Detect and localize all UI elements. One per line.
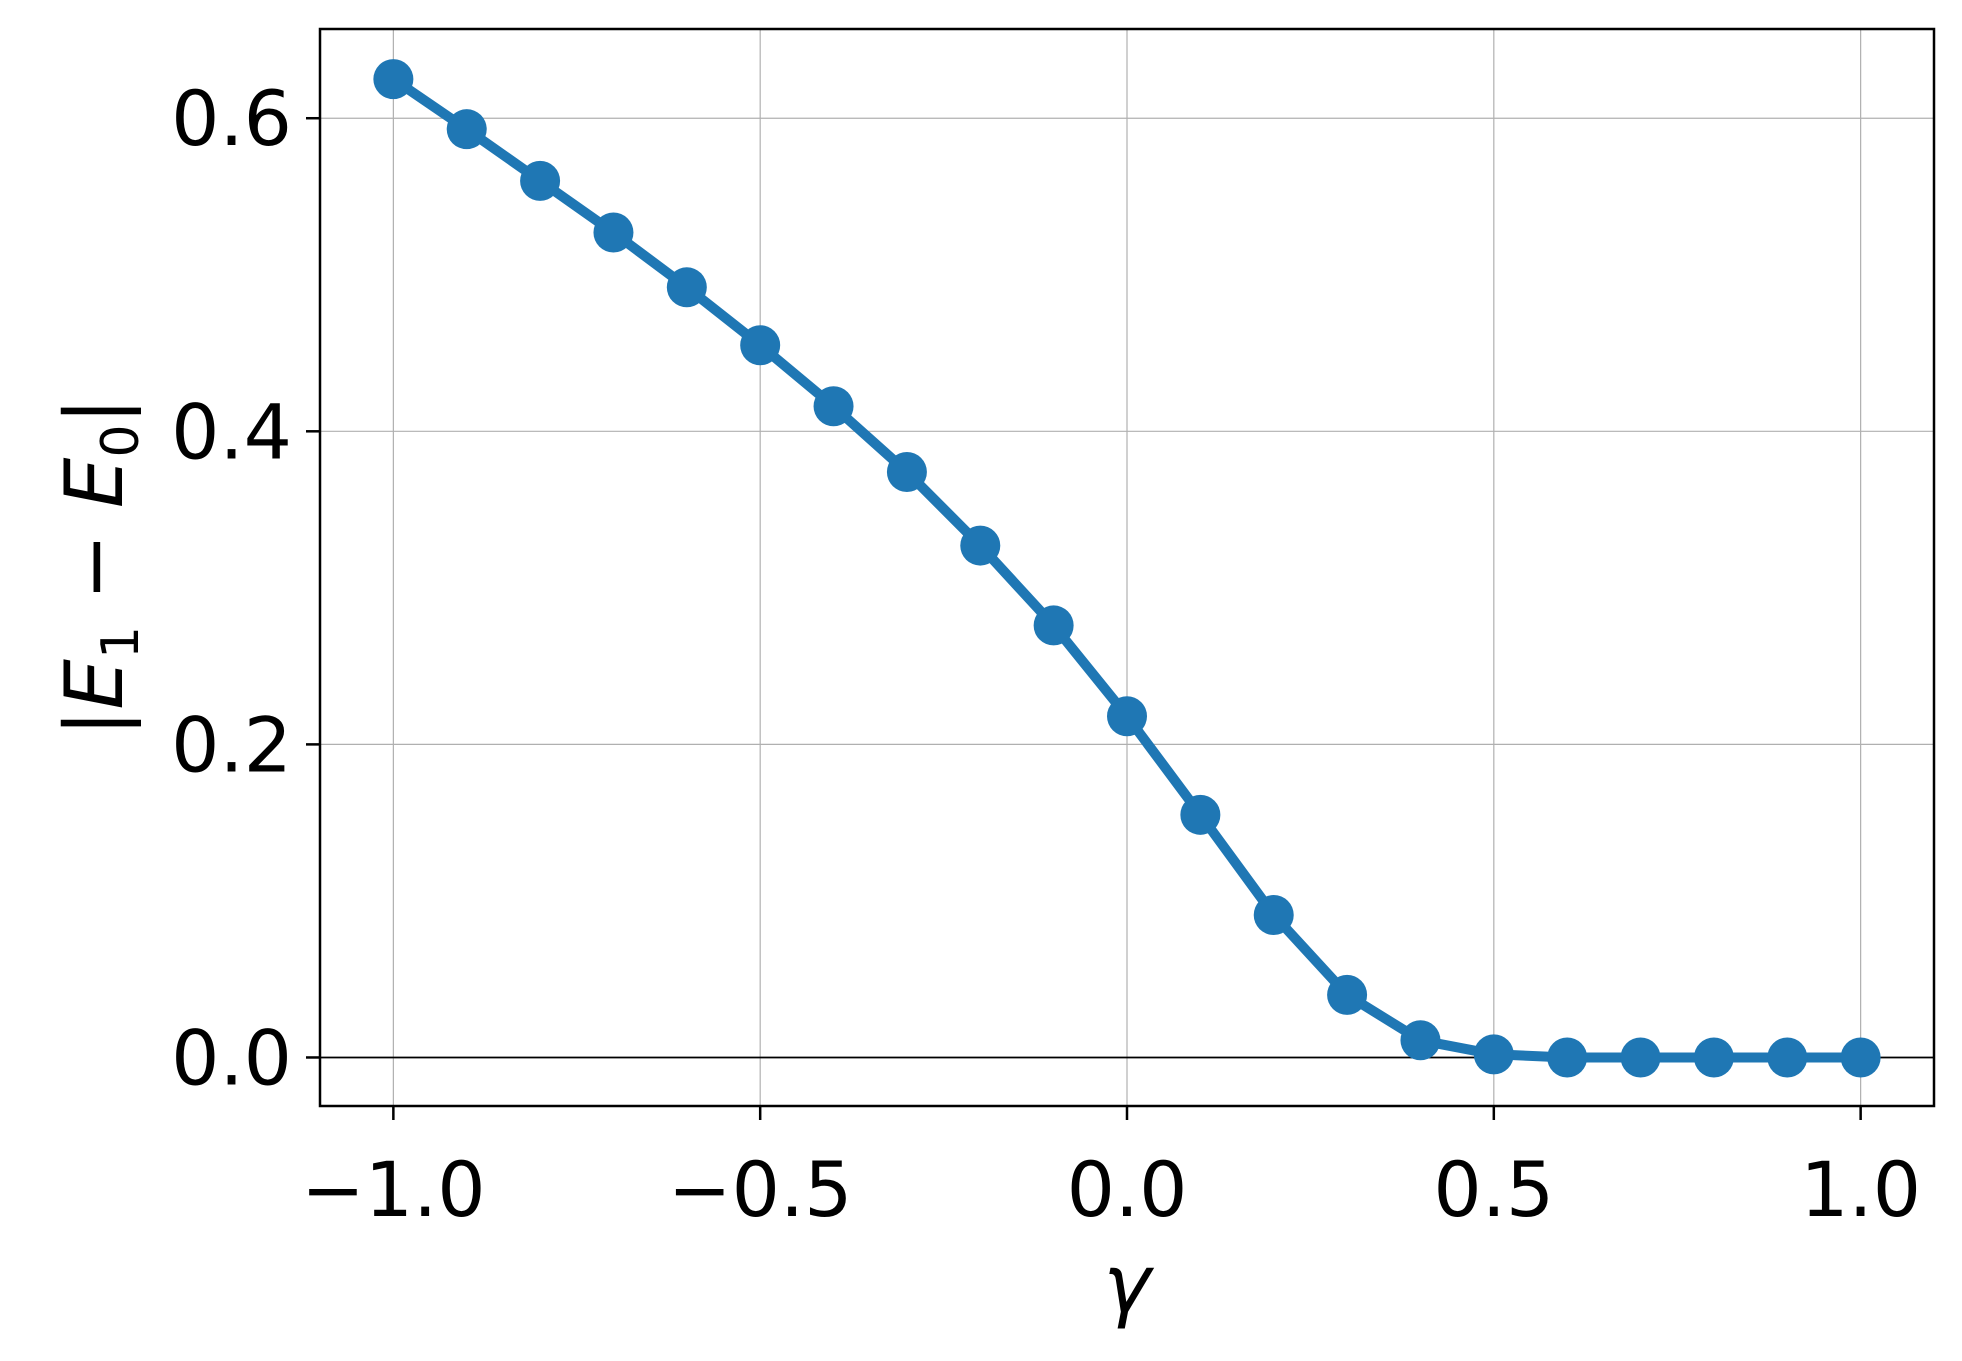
y-label-e1-sub: 1 bbox=[91, 626, 151, 659]
x-tick-label: 0.5 bbox=[1433, 1145, 1554, 1234]
y-label-e0-sub: 0 bbox=[91, 424, 151, 457]
data-point bbox=[1180, 794, 1221, 835]
y-axis-label: |E1 − E0| bbox=[48, 397, 151, 736]
data-point bbox=[1033, 605, 1074, 646]
data-point bbox=[1547, 1037, 1588, 1078]
data-point bbox=[1693, 1037, 1734, 1078]
y-tick-label: 0.0 bbox=[171, 1013, 292, 1102]
x-tick-label: 1.0 bbox=[1800, 1145, 1921, 1234]
y-tick-label: 0.4 bbox=[171, 387, 292, 476]
y-axis-ticks: 0.0 0.2 0.4 0.6 bbox=[171, 74, 320, 1102]
data-point bbox=[886, 452, 927, 493]
y-label-e1: E bbox=[48, 659, 141, 710]
y-tick-label: 0.2 bbox=[171, 700, 292, 789]
data-point bbox=[960, 525, 1001, 566]
x-tick-label: −1.0 bbox=[301, 1145, 486, 1234]
y-label-bar-right: | bbox=[48, 397, 142, 424]
y-tick-label: 0.6 bbox=[171, 74, 292, 163]
data-point bbox=[373, 59, 414, 100]
y-label-minus: − bbox=[48, 508, 141, 626]
x-axis-label: γ bbox=[1103, 1238, 1154, 1331]
data-point bbox=[1767, 1037, 1808, 1078]
y-label-e0: E bbox=[48, 457, 141, 508]
data-point bbox=[1840, 1037, 1881, 1078]
data-point bbox=[1620, 1037, 1661, 1078]
x-axis-ticks: −1.0 −0.5 0.0 0.5 1.0 bbox=[301, 1106, 1921, 1234]
data-point bbox=[740, 325, 781, 366]
data-point bbox=[1400, 1020, 1441, 1061]
data-point bbox=[1107, 696, 1147, 737]
data-point bbox=[1473, 1034, 1514, 1075]
data-point bbox=[1253, 895, 1294, 936]
data-point bbox=[1327, 974, 1368, 1015]
data-point bbox=[666, 267, 707, 308]
data-point bbox=[520, 160, 561, 201]
series bbox=[373, 59, 1881, 1078]
data-point bbox=[446, 109, 487, 150]
y-label-bar-left: | bbox=[48, 710, 142, 737]
x-tick-label: 0.0 bbox=[1067, 1145, 1188, 1234]
data-point bbox=[813, 386, 854, 427]
data-point bbox=[593, 212, 634, 253]
x-tick-label: −0.5 bbox=[668, 1145, 853, 1234]
